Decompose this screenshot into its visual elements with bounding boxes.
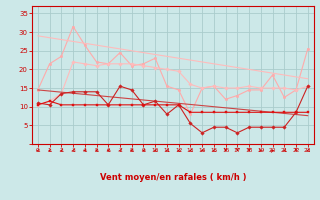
X-axis label: Vent moyen/en rafales ( km/h ): Vent moyen/en rafales ( km/h ) — [100, 173, 246, 182]
